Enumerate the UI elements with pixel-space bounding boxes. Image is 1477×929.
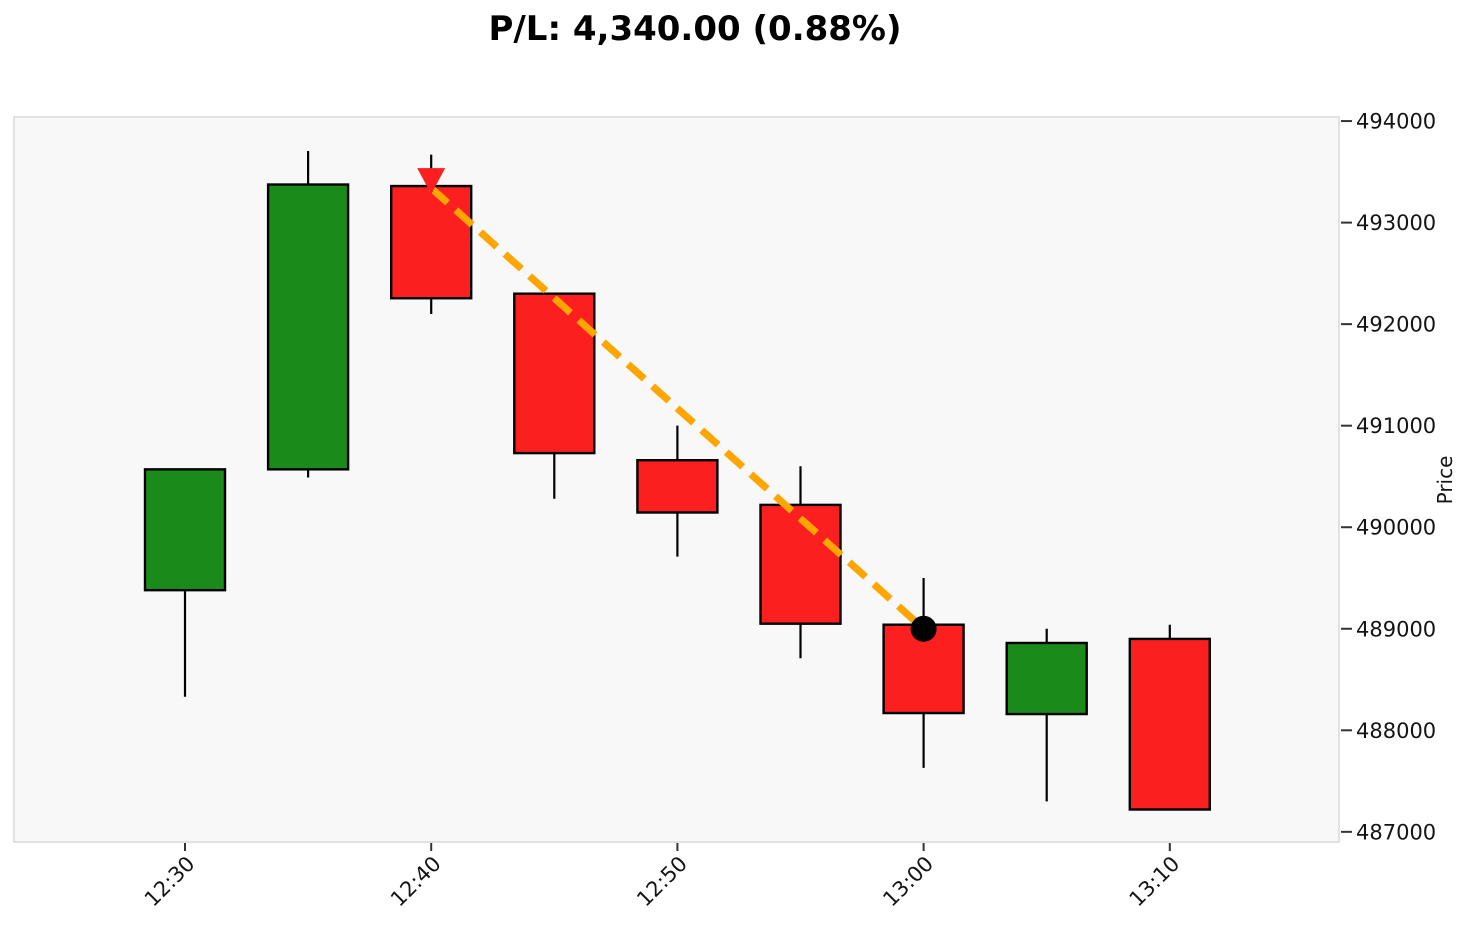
y-tick-label: 492000 bbox=[1356, 313, 1436, 337]
y-tick-label: 488000 bbox=[1356, 719, 1436, 743]
candle-body-down bbox=[1128, 637, 1212, 811]
candle-body-down bbox=[882, 623, 965, 715]
candle-body-down bbox=[390, 184, 473, 300]
y-tick-label: 490000 bbox=[1356, 516, 1436, 540]
candle-body-down bbox=[636, 459, 719, 514]
x-tick-label: 12:40 bbox=[386, 852, 446, 912]
candle-body-down bbox=[759, 503, 842, 625]
x-tick-label: 13:00 bbox=[878, 852, 938, 912]
pl-title: P/L: 4,340.00 (0.88%) bbox=[488, 9, 902, 49]
x-tick-label: 12:50 bbox=[632, 852, 692, 912]
y-tick-label: 489000 bbox=[1356, 617, 1436, 641]
y-tick-label: 494000 bbox=[1356, 110, 1436, 134]
y-tick-label: 487000 bbox=[1356, 820, 1436, 844]
trade-line bbox=[428, 185, 927, 632]
x-tick-label: 13:10 bbox=[1125, 852, 1185, 912]
x-tick-label: 12:30 bbox=[140, 852, 200, 912]
candle-body-down bbox=[513, 292, 596, 455]
candle-body-up bbox=[143, 468, 227, 592]
y-tick-label: 493000 bbox=[1356, 211, 1436, 235]
candle-body-up bbox=[1005, 641, 1088, 716]
y-tick-label: 491000 bbox=[1356, 414, 1436, 438]
exit-marker-icon bbox=[910, 615, 937, 642]
y-axis-label: Price bbox=[1433, 456, 1457, 505]
sell-entry-marker-icon bbox=[417, 168, 446, 195]
candle-body-up bbox=[266, 183, 350, 471]
